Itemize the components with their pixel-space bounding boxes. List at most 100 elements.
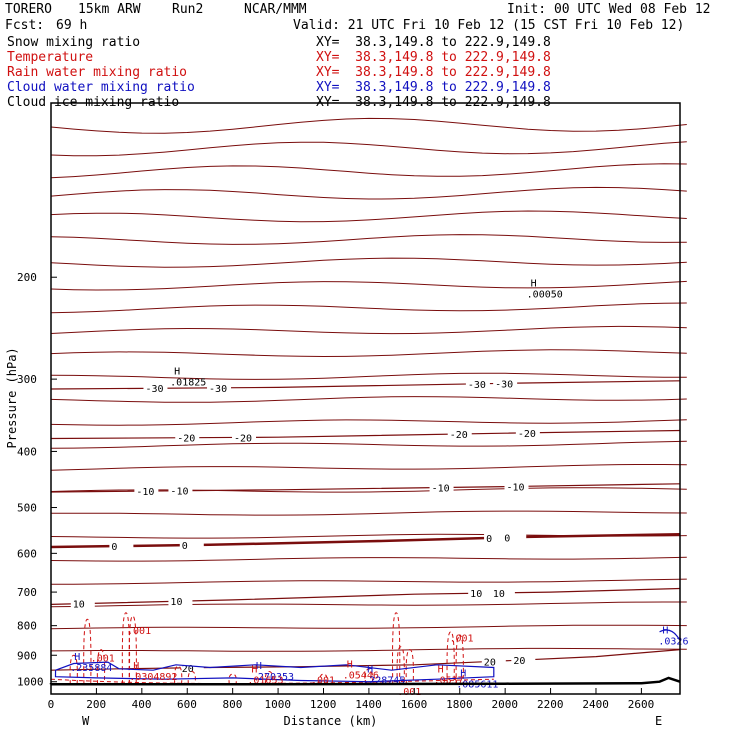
isotherm-label-bg	[168, 484, 193, 496]
isotherm-label: 10	[470, 589, 482, 600]
isotherm-label-bg	[484, 531, 509, 543]
theta-line	[50, 280, 687, 291]
isotherm-label: 0	[486, 534, 492, 545]
isotherm-label: -20	[450, 430, 468, 441]
isotherm--10	[50, 483, 681, 493]
terrain-line	[49, 676, 681, 686]
rain-contour	[392, 612, 401, 685]
theta-line	[50, 257, 687, 268]
max-value-label: .00050	[527, 289, 563, 300]
legend-entry-name: Snow mixing ratio	[7, 35, 141, 50]
max-value-label: .228745	[363, 676, 405, 687]
x-tick-label: 1200	[310, 698, 337, 711]
max-value-label: .01825	[170, 377, 206, 388]
isotherm-label-bg	[179, 661, 204, 673]
isotherm-label-bg	[70, 597, 95, 609]
y-axis-label: Pressure (hPa)	[5, 347, 19, 448]
max-value-label: .270353	[252, 672, 294, 683]
isotherm-label: 0	[182, 541, 188, 552]
theta-line	[50, 186, 687, 200]
rain-contour	[187, 670, 196, 685]
isotherm-label-bg	[515, 426, 540, 438]
isotherm-label-bg	[502, 531, 527, 543]
isotherm-label: -10	[507, 482, 525, 493]
rain-contour	[405, 649, 414, 685]
theta-line	[50, 647, 687, 652]
y-tick-label: 200	[17, 271, 37, 284]
isotherm-label-bg	[429, 481, 454, 493]
max-value-label: .0326	[658, 636, 688, 647]
theta-line	[50, 141, 687, 157]
legend-entry-xy: XY= 38.3,149.8 to 222.9,149.8	[316, 35, 551, 50]
isotherm-label: -20	[518, 429, 536, 440]
theta-line	[50, 624, 687, 630]
fcst-label: Fcst:	[5, 18, 45, 33]
endpoint-right-label: E	[655, 714, 662, 728]
theta-line	[50, 302, 687, 314]
y-tick-label: 900	[17, 649, 37, 662]
legend-entry-xy: XY= 38.3,149.8 to 222.9,149.8	[316, 50, 551, 65]
isotherm-label-bg	[175, 431, 200, 443]
isotherm-label-bg	[134, 485, 159, 497]
x-tick-label: 800	[222, 698, 242, 711]
max-value-label: .001	[91, 653, 115, 664]
isotherm-label-bg	[232, 431, 257, 443]
y-tick-label: 300	[17, 373, 37, 386]
isotherm-10	[50, 587, 681, 605]
max-marker-h: H	[460, 668, 466, 679]
max-marker-h: H	[662, 625, 668, 636]
theta-line	[50, 601, 687, 608]
valid-time: Valid: 21 UTC Fri 10 Feb 12 (15 CST Fri …	[293, 18, 685, 33]
isotherm-label-bg	[504, 480, 529, 492]
cloud-water-contour	[54, 661, 495, 683]
isotherm-label: 20	[513, 656, 525, 667]
isotherm-label: -10	[170, 487, 188, 498]
isotherm-label-bg	[468, 587, 493, 599]
theta-line	[50, 419, 687, 426]
max-value-label: .05446	[343, 671, 379, 682]
rain-contour	[455, 634, 464, 685]
isotherm-label-bg	[207, 381, 232, 393]
isotherm-label: -10	[136, 487, 154, 498]
max-value-label: .01653	[247, 676, 283, 687]
isotherm-label-bg	[447, 428, 472, 440]
model-id: TORERO	[5, 2, 52, 17]
x-tick-label: 600	[177, 698, 197, 711]
max-marker-h: H	[251, 665, 257, 676]
legend-entry-name: Temperature	[7, 50, 94, 65]
x-tick-label: 2600	[628, 698, 655, 711]
isotherm-label-bg	[493, 377, 518, 389]
x-tick-label: 0	[48, 698, 55, 711]
y-tick-label: 600	[17, 547, 37, 560]
rain-contour	[396, 646, 405, 685]
rain-contour	[83, 618, 92, 685]
plot-frame	[50, 102, 681, 695]
y-tick-label: 400	[17, 445, 37, 458]
y-tick-label: 500	[17, 502, 37, 515]
x-tick-label: 400	[132, 698, 152, 711]
rain-contour	[364, 668, 374, 685]
isotherm-label: -30	[468, 380, 486, 391]
max-marker-h: H	[256, 661, 262, 672]
rain-contour	[69, 654, 78, 685]
max-value-label: .0537	[434, 676, 464, 687]
max-marker-h: H	[133, 661, 139, 672]
org-label: NCAR/MMM	[244, 2, 307, 17]
theta-line	[50, 440, 687, 449]
legend-entry-name: Cloud water mixing ratio	[7, 80, 195, 95]
x-tick-label: 1600	[401, 698, 428, 711]
isotherm-label-bg	[481, 655, 506, 667]
rain-contour	[446, 631, 455, 685]
isotherm-label: 10	[73, 600, 85, 611]
isotherm-label-bg	[465, 377, 490, 389]
rain-contour	[174, 665, 183, 685]
isotherm-label-bg	[143, 382, 168, 394]
x-tick-label: 1800	[446, 698, 473, 711]
run-label: Run2	[172, 2, 204, 17]
isotherm-label: 0	[504, 533, 510, 544]
x-axis-label: Distance (km)	[283, 714, 377, 728]
x-tick-label: 2000	[492, 698, 519, 711]
model-res: 15km ARW	[78, 2, 141, 17]
theta-line	[50, 510, 687, 516]
max-value-label: .001	[449, 633, 473, 644]
